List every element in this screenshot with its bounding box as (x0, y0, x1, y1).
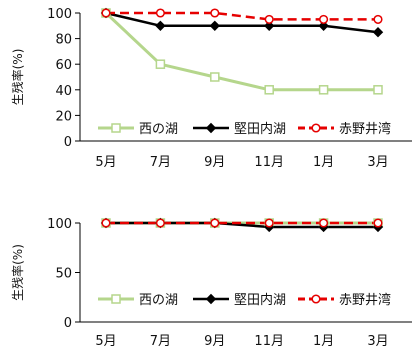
c2-y-tick-label: 0 (64, 316, 72, 331)
c1-data-point (263, 20, 275, 32)
c2-y-tick-label: 100 (47, 217, 72, 232)
c1-y-tick-label: 80 (55, 33, 72, 48)
c1-x-tick-label: 1月 (313, 155, 334, 170)
c1-data-point (319, 14, 329, 24)
c2-legend-label: 赤野井湾 (339, 292, 391, 308)
c1-data-point (101, 8, 111, 18)
c1-legend-label: 堅田内湖 (234, 121, 286, 137)
c2-x-tick-label: 11月 (254, 334, 284, 349)
c1-data-point (155, 20, 166, 32)
c1-y-tick-label: 40 (55, 84, 72, 99)
c1-data-point (210, 72, 220, 82)
chart-top: 0 20 40 60 80 100 5月 7月 9月 11月 1月 3月 生残率(%) 西の湖 堅田内湖 赤野… (10, 7, 412, 170)
c2-x-tick-label: 9月 (204, 334, 225, 349)
c2-data-point (264, 218, 274, 228)
c2-data-point (101, 218, 111, 228)
c1-legend-marker (205, 122, 217, 134)
c2-x-tick-label: 1月 (313, 334, 334, 349)
c1-data-point (373, 85, 383, 95)
c1-data-point (318, 85, 329, 95)
c1-data-point (210, 8, 220, 18)
c2-legend-marker (205, 293, 217, 305)
c1-y-axis-title: 生残率(%) (10, 49, 25, 106)
c1-data-point (318, 20, 329, 32)
c1-data-point (373, 14, 383, 24)
c1-legend-marker (311, 123, 321, 133)
c2-data-point (210, 218, 220, 228)
c2-data-point (155, 218, 165, 228)
c1-x-tick-label: 11月 (254, 155, 284, 170)
chart-bottom: 0 50 100 5月 7月 9月 11月 1月 3月 生残率(%) 西の湖 堅田内湖 赤野井湾 (10, 217, 412, 349)
c2-legend: 西の湖 堅田内湖 赤野井湾 (98, 292, 391, 308)
c1-legend: 西の湖 堅田内湖 赤野井湾 (98, 121, 391, 137)
c2-y-axis-title: 生残率(%) (10, 244, 25, 301)
c1-legend-marker (111, 123, 121, 133)
c1-x-tick-label: 3月 (367, 155, 388, 170)
c1-series-line (105, 11, 379, 34)
c1-y-tick-label: 0 (64, 135, 72, 150)
c2-data-point (373, 218, 383, 228)
c1-x-tick-label: 7月 (150, 155, 171, 170)
c1-data-point (155, 59, 166, 69)
c2-legend-label: 西の湖 (139, 293, 178, 308)
c1-series-line (104, 11, 378, 92)
c1-data-point (264, 14, 274, 24)
c1-y-tick-label: 60 (55, 58, 72, 73)
c1-x-tick-label: 9月 (204, 155, 225, 170)
c1-y-tick-label: 100 (47, 7, 72, 22)
c1-x-tick-label: 5月 (95, 155, 116, 170)
c2-legend-label: 堅田内湖 (234, 292, 286, 308)
c1-data-point (372, 26, 384, 38)
c2-legend-marker (111, 294, 121, 304)
c2-y-tick-label: 50 (55, 267, 72, 282)
c1-legend-label: 赤野井湾 (339, 121, 391, 137)
c2-legend-marker (311, 294, 321, 304)
c1-data-point (155, 8, 165, 18)
c1-series-line (106, 11, 378, 21)
c2-x-tick-label: 7月 (150, 334, 171, 349)
c1-data-point (209, 20, 221, 32)
c1-data-point (264, 85, 274, 95)
c2-x-tick-label: 3月 (367, 334, 388, 349)
c2-x-tick-label: 5月 (95, 334, 116, 349)
c2-data-point (319, 218, 329, 228)
c1-legend-label: 西の湖 (139, 122, 178, 137)
c1-y-tick-label: 20 (55, 109, 72, 124)
